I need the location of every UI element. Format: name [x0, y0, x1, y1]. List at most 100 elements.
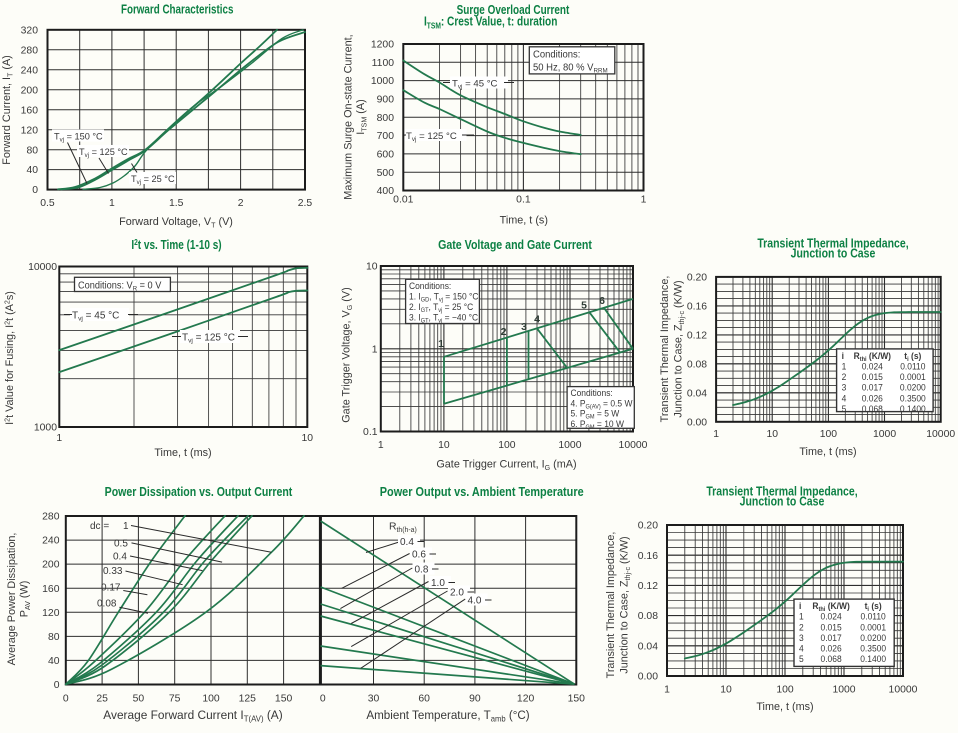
svg-text:10: 10	[302, 433, 314, 444]
svg-text:Tvj​ = 125 °C: Tvj​ = 125 °C	[182, 333, 235, 345]
svg-text:Tvj​ = 125 °C: Tvj​ = 125 °C	[406, 131, 457, 143]
svg-text:Gate Trigger Current, IG​ (mA): Gate Trigger Current, IG​ (mA)	[436, 458, 577, 472]
svg-text:Tvj​ = 125 °C: Tvj​ = 125 °C	[79, 147, 128, 159]
svg-text:0.17: 0.17	[101, 583, 121, 594]
svg-text:280: 280	[21, 45, 39, 56]
svg-text:0.015: 0.015	[862, 372, 883, 382]
svg-text:1200: 1200	[371, 40, 394, 51]
svg-text:160: 160	[42, 584, 60, 595]
svg-text:2.5: 2.5	[298, 198, 313, 209]
svg-text:0.20: 0.20	[638, 521, 658, 532]
svg-text:500: 500	[377, 168, 395, 179]
svg-text:1000: 1000	[371, 76, 394, 87]
svg-text:0.4: 0.4	[113, 552, 127, 563]
svg-text:80: 80	[48, 632, 60, 643]
svg-text:90: 90	[469, 694, 481, 705]
svg-text:4. PG(AV)​ = 0.5 W: 4. PG(AV)​ = 0.5 W	[571, 398, 634, 410]
svg-text:0.01: 0.01	[393, 195, 413, 206]
svg-text:1000: 1000	[873, 429, 896, 440]
svg-text:Time, t (ms): Time, t (ms)	[154, 447, 212, 459]
svg-text:Tvj​ = 45 °C: Tvj​ = 45 °C	[452, 79, 498, 91]
svg-text:25: 25	[96, 694, 108, 705]
svg-text:240: 240	[42, 536, 60, 547]
svg-text:1: 1	[123, 521, 129, 532]
svg-text:0.12: 0.12	[687, 330, 707, 341]
svg-text:0.0200: 0.0200	[860, 633, 886, 643]
svg-text:5: 5	[842, 404, 847, 414]
svg-text:0.026: 0.026	[862, 393, 883, 403]
svg-text:Forward Characteristics: Forward Characteristics	[121, 3, 233, 17]
svg-text:0.0110: 0.0110	[900, 361, 925, 371]
svg-text:40: 40	[26, 165, 38, 176]
svg-text:80: 80	[26, 145, 38, 156]
svg-text:dc =: dc =	[90, 521, 109, 532]
svg-text:10000: 10000	[926, 429, 955, 440]
svg-text:1: 1	[56, 433, 62, 444]
svg-text:100: 100	[820, 429, 838, 440]
svg-text:Transient Thermal Impedance,: Transient Thermal Impedance,	[757, 236, 908, 251]
svg-text:100: 100	[776, 685, 794, 696]
svg-text:4: 4	[799, 643, 804, 653]
svg-text:1: 1	[664, 685, 670, 696]
svg-text:10000: 10000	[889, 685, 918, 696]
svg-text:Conditions:: Conditions:	[409, 281, 451, 291]
svg-text:5. PGM​ = 5 W: 5. PGM​ = 5 W	[571, 408, 620, 420]
svg-text:I2​t Value for Fusing, I2​t (A: I2​t Value for Fusing, I2​t (A2​s)	[2, 291, 16, 425]
svg-text:10: 10	[766, 429, 778, 440]
svg-text:2: 2	[799, 622, 804, 632]
svg-text:30: 30	[368, 694, 380, 705]
svg-text:0.015: 0.015	[821, 622, 842, 632]
svg-text:3: 3	[521, 321, 527, 333]
svg-text:75: 75	[169, 694, 181, 705]
svg-text:3. IGT​, Tvj​ = −40 °C: 3. IGT​, Tvj​ = −40 °C	[409, 312, 479, 324]
svg-text:Rthi​ (K/W): Rthi​ (K/W)	[812, 601, 849, 613]
svg-text:1000: 1000	[832, 685, 855, 696]
svg-text:120: 120	[42, 608, 60, 619]
svg-text:240: 240	[21, 65, 39, 76]
svg-text:Maximum Surge On-state Current: Maximum Surge On-state Current,	[342, 34, 354, 199]
svg-text:0.024: 0.024	[821, 611, 842, 621]
svg-text:Transient Thermal Impedance,: Transient Thermal Impedance,	[659, 276, 671, 423]
svg-text:Forward Current, IT​ (A): Forward Current, IT​ (A)	[1, 55, 15, 165]
svg-text:50 Hz, 80 % VRRM​: 50 Hz, 80 % VRRM​	[533, 62, 608, 75]
svg-text:Gate Voltage and Gate Current: Gate Voltage and Gate Current	[438, 237, 592, 252]
svg-text:Tvj​ = 25 °C: Tvj​ = 25 °C	[131, 174, 175, 186]
svg-text:Conditions:: Conditions:	[571, 388, 613, 398]
svg-text:2: 2	[238, 198, 244, 209]
svg-text:1: 1	[372, 344, 378, 355]
svg-text:1: 1	[109, 198, 115, 209]
svg-text:1: 1	[378, 440, 384, 451]
svg-text:320: 320	[21, 25, 39, 36]
svg-text:Tvj​ = 45 °C: Tvj​ = 45 °C	[72, 311, 119, 323]
svg-text:150: 150	[568, 694, 586, 705]
svg-text:Junction to Case: Junction to Case	[791, 246, 876, 261]
svg-text:800: 800	[377, 113, 395, 124]
svg-text:600: 600	[377, 149, 395, 160]
svg-text:0.0110: 0.0110	[861, 611, 886, 621]
svg-text:200: 200	[21, 85, 39, 96]
svg-text:0.04: 0.04	[638, 641, 658, 652]
svg-text:1.5: 1.5	[169, 198, 184, 209]
svg-text:0.33: 0.33	[103, 566, 123, 577]
svg-text:1100: 1100	[372, 58, 395, 69]
svg-text:0.08: 0.08	[97, 599, 117, 610]
svg-text:0.1: 0.1	[363, 427, 378, 438]
svg-text:Junction to Case, Zthj-c​ (K/W: Junction to Case, Zthj-c​ (K/W)	[618, 536, 632, 674]
svg-text:0.08: 0.08	[638, 611, 658, 622]
svg-text:6. PGM​ = 10 W: 6. PGM​ = 10 W	[571, 419, 625, 431]
svg-text:Time, t (s): Time, t (s)	[500, 214, 549, 226]
svg-text:ITSM​: Crest Value, t: duratio: ITSM​: Crest Value, t: duration	[424, 14, 557, 30]
svg-text:0.5: 0.5	[40, 198, 55, 209]
svg-text:10: 10	[438, 440, 450, 451]
svg-text:700: 700	[377, 131, 395, 142]
svg-text:0.1400: 0.1400	[860, 654, 886, 664]
svg-text:Junction to Case: Junction to Case	[740, 493, 825, 508]
svg-text:0.3500: 0.3500	[900, 393, 926, 403]
svg-text:5: 5	[799, 654, 804, 664]
svg-text:Rth(h-a)​: Rth(h-a)​	[389, 522, 417, 534]
svg-text:Junction to Case, Zthj-c​ (K/W: Junction to Case, Zthj-c​ (K/W)	[672, 280, 686, 418]
svg-text:0.1: 0.1	[516, 195, 531, 206]
svg-text:Conditions:: Conditions:	[533, 49, 580, 60]
svg-text:1: 1	[641, 195, 647, 206]
svg-text:0.16: 0.16	[638, 551, 658, 562]
